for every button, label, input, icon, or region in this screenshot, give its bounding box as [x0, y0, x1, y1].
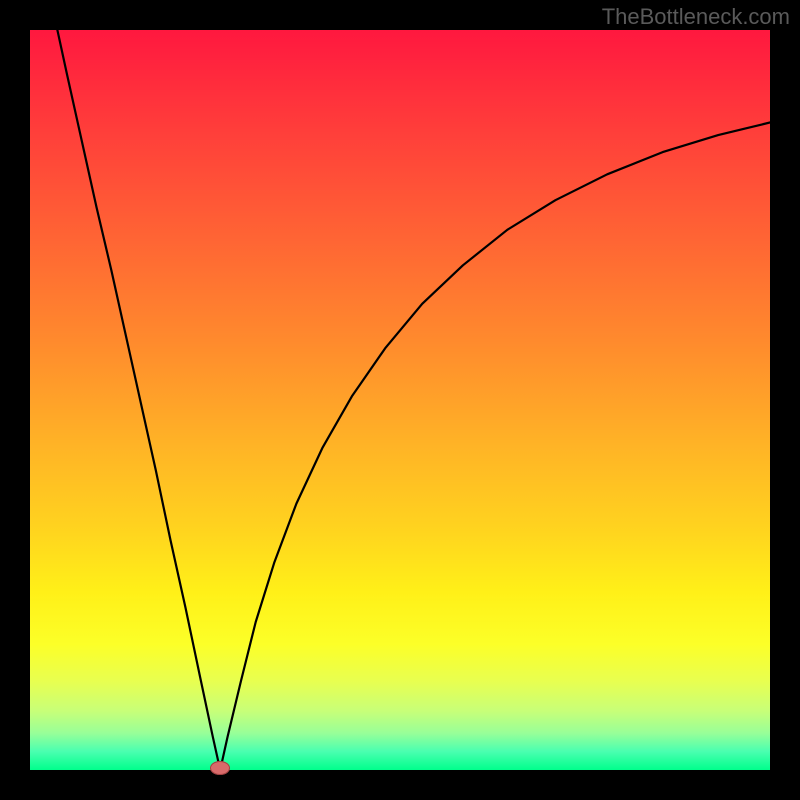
curve-minimum-marker	[210, 761, 230, 775]
plot-area	[30, 30, 770, 770]
bottleneck-curve	[30, 30, 770, 770]
watermark-text: TheBottleneck.com	[602, 4, 790, 30]
chart-container: TheBottleneck.com	[0, 0, 800, 800]
